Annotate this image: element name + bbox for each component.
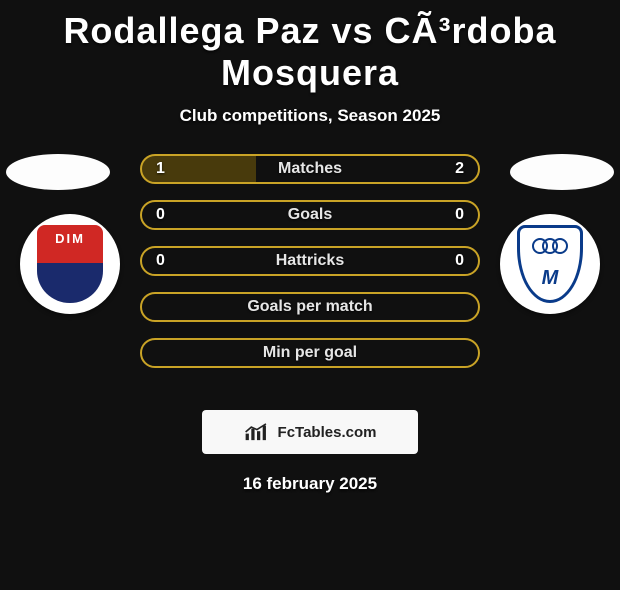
stat-label: Hattricks: [142, 248, 478, 274]
club-badge-right: M: [500, 214, 600, 314]
page-subtitle: Club competitions, Season 2025: [0, 106, 620, 126]
brand-text: FcTables.com: [278, 424, 377, 441]
brand-box: FcTables.com: [202, 410, 418, 454]
stat-value-right: 0: [455, 202, 464, 228]
stat-label: Min per goal: [142, 340, 478, 366]
stat-bars: 1 Matches 2 0 Goals 0 0 Hattricks 0 Goal…: [140, 154, 480, 384]
club-badge-left: DIM: [20, 214, 120, 314]
stat-value-right: 0: [455, 248, 464, 274]
stat-row: 0 Hattricks 0: [140, 246, 480, 276]
dim-shield-text: DIM: [37, 231, 103, 246]
stat-row: Goals per match: [140, 292, 480, 322]
bar-chart-icon: [244, 422, 270, 442]
comparison-arena: DIM M 1 Matches 2 0 Goals 0 0 Hattricks …: [0, 154, 620, 394]
stat-value-right: 2: [455, 156, 464, 182]
stat-row: 0 Goals 0: [140, 200, 480, 230]
stat-row: 1 Matches 2: [140, 154, 480, 184]
stat-label: Goals per match: [142, 294, 478, 320]
player-oval-left: [6, 154, 110, 190]
player-oval-right: [510, 154, 614, 190]
millonarios-shield-icon: M: [517, 225, 583, 303]
stat-row: Min per goal: [140, 338, 480, 368]
dim-shield-icon: DIM: [37, 225, 103, 303]
page-title: Rodallega Paz vs CÃ³rdoba Mosquera: [0, 10, 620, 94]
stat-label: Matches: [142, 156, 478, 182]
date-text: 16 february 2025: [0, 474, 620, 494]
millonarios-shield-text: M: [520, 267, 580, 290]
stat-label: Goals: [142, 202, 478, 228]
